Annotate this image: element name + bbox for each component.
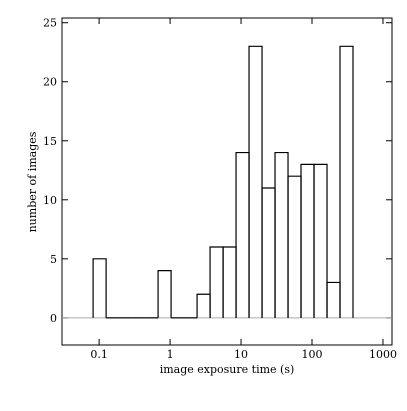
bar bbox=[274, 151, 289, 318]
bar bbox=[196, 293, 211, 318]
x-tick-label: 1000 bbox=[369, 348, 397, 361]
bar bbox=[157, 270, 172, 318]
bar bbox=[209, 246, 224, 318]
bar bbox=[339, 45, 354, 318]
bar bbox=[261, 187, 276, 318]
bar bbox=[235, 151, 250, 318]
y-axis-label: number of images bbox=[26, 131, 39, 232]
y-tick-label: 20 bbox=[43, 76, 57, 89]
x-tick-label: 100 bbox=[302, 348, 323, 361]
y-tick-label: 0 bbox=[50, 312, 57, 325]
y-tick-label: 15 bbox=[43, 135, 57, 148]
x-tick-label: 1 bbox=[167, 348, 174, 361]
bar bbox=[287, 175, 302, 318]
bar bbox=[222, 246, 237, 318]
bar bbox=[248, 45, 263, 318]
y-tick-label: 5 bbox=[50, 253, 57, 266]
x-tick-label: 10 bbox=[234, 348, 248, 361]
bar bbox=[300, 163, 315, 318]
y-tick-label: 25 bbox=[43, 17, 57, 30]
y-tick-label: 10 bbox=[43, 194, 57, 207]
x-tick-label: 0.1 bbox=[90, 348, 108, 361]
plot-frame bbox=[61, 17, 393, 346]
bar bbox=[313, 163, 328, 318]
x-axis-label: image exposure time (s) bbox=[160, 363, 295, 376]
bar bbox=[326, 281, 341, 318]
bar bbox=[92, 258, 107, 318]
